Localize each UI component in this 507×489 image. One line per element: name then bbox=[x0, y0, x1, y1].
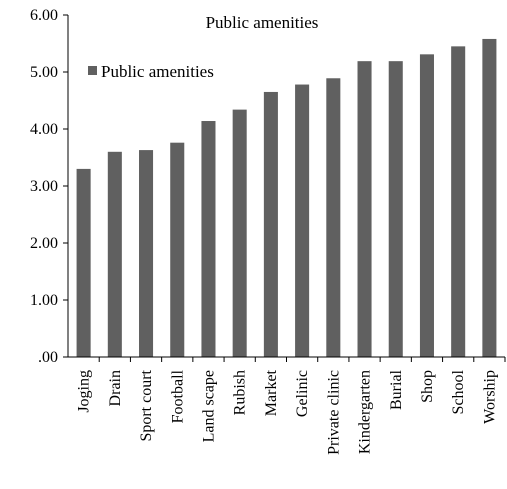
bar bbox=[419, 54, 434, 357]
y-axis-ticks: .00 1.00 2.00 3.00 4.00 5.00 6.00 bbox=[30, 7, 68, 366]
x-tick-label: Joging bbox=[76, 370, 93, 413]
bar bbox=[76, 168, 91, 357]
x-tick-label: Kindergarten bbox=[357, 370, 374, 454]
legend: Public amenities bbox=[88, 62, 214, 81]
legend-swatch bbox=[88, 66, 97, 75]
y-tick-label: 3.00 bbox=[30, 178, 58, 195]
chart-title: Public amenities bbox=[206, 13, 319, 32]
bar bbox=[263, 91, 278, 357]
y-tick-label: .00 bbox=[38, 349, 58, 366]
x-tick-label: Gelinic bbox=[294, 370, 311, 417]
bar bbox=[107, 151, 122, 357]
x-tick-label: Shop bbox=[419, 370, 436, 403]
bar bbox=[295, 84, 310, 357]
bar bbox=[388, 61, 403, 358]
bar bbox=[232, 109, 247, 358]
legend-label: Public amenities bbox=[101, 62, 214, 81]
x-tick-label: Rubish bbox=[232, 370, 249, 415]
bar bbox=[482, 38, 497, 357]
y-tick-label: 1.00 bbox=[30, 292, 58, 309]
x-tick-label: Burial bbox=[388, 369, 405, 410]
x-tick-label: Land scape bbox=[200, 370, 217, 442]
bar bbox=[326, 78, 341, 358]
bars bbox=[76, 38, 497, 358]
bar bbox=[201, 121, 216, 358]
y-tick-label: 5.00 bbox=[30, 64, 58, 81]
x-tick-label: Worship bbox=[481, 370, 498, 424]
y-tick-label: 4.00 bbox=[30, 121, 58, 138]
x-tick-label: School bbox=[450, 369, 467, 414]
x-tick-label: Sport court bbox=[138, 369, 155, 441]
bar bbox=[357, 61, 372, 358]
x-tick-label: Football bbox=[169, 369, 186, 423]
bar bbox=[170, 142, 185, 357]
bar bbox=[139, 150, 154, 357]
y-tick-label: 6.00 bbox=[30, 7, 58, 24]
x-axis-ticks: Joging Drain Sport court Football Land scape… bbox=[76, 357, 506, 455]
bar bbox=[451, 46, 466, 357]
x-tick-label: Market bbox=[263, 369, 280, 416]
x-tick-label: Drain bbox=[107, 370, 124, 406]
y-tick-label: 2.00 bbox=[30, 235, 58, 252]
x-tick-label: Private clinic bbox=[325, 370, 342, 455]
